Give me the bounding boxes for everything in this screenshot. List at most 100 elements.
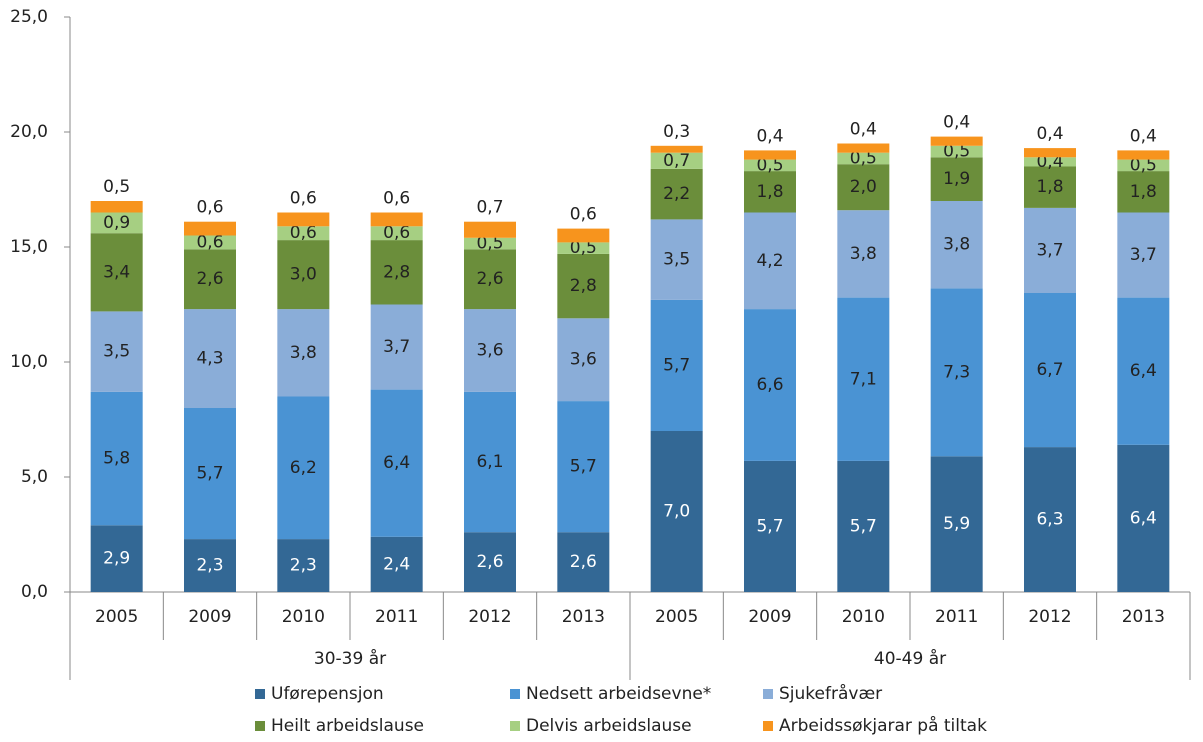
x-tick-label: 2011 [935, 607, 978, 627]
data-label: 5,9 [943, 514, 970, 534]
data-label: 0,7 [476, 198, 503, 218]
bar-segment [1117, 297, 1170, 445]
bar-segment [930, 136, 983, 146]
bar-segment [277, 539, 330, 592]
legend-swatch [510, 689, 520, 699]
bar-segment [557, 228, 610, 243]
data-label: 1,8 [1130, 182, 1157, 202]
data-label: 0,4 [943, 113, 970, 133]
data-label: 2,4 [383, 554, 410, 574]
data-label: 0,4 [1130, 126, 1157, 146]
bar-segment [370, 212, 423, 227]
data-label: 3,7 [383, 337, 410, 357]
data-label: 0,6 [196, 198, 223, 218]
data-label: 6,4 [1130, 361, 1157, 381]
data-label: 0,5 [756, 155, 783, 175]
data-label: 0,5 [943, 142, 970, 162]
bar-segment [277, 240, 330, 310]
bar-segment [557, 318, 610, 402]
bar-segment [837, 143, 890, 153]
bar-segment [370, 304, 423, 390]
bar-segment [650, 431, 703, 592]
bar-segment [370, 389, 423, 537]
y-tick-label: 0,0 [21, 582, 48, 602]
bar-segment [1117, 159, 1170, 172]
data-label: 2,6 [196, 269, 223, 289]
bar-segment [744, 309, 796, 461]
bar-segment [370, 240, 423, 305]
y-tick-label: 5,0 [21, 467, 48, 487]
data-label: 0,6 [290, 189, 317, 209]
data-label: 1,9 [943, 169, 970, 189]
data-label: 0,9 [103, 213, 130, 233]
bar-segment [277, 309, 330, 397]
bar-segment [1117, 171, 1170, 213]
bar-segment [184, 309, 236, 408]
data-label: 0,6 [196, 232, 223, 252]
bar-segment [837, 152, 890, 165]
data-label: 3,5 [103, 342, 130, 362]
data-label: 0,5 [850, 148, 877, 168]
data-label: 0,4 [756, 126, 783, 146]
legend-swatch [763, 721, 773, 731]
bar-segment [1024, 148, 1076, 158]
data-label: 7,0 [663, 502, 690, 522]
bar-segment [557, 401, 610, 533]
data-label: 2,3 [196, 556, 223, 576]
bar-segment [1024, 447, 1076, 592]
bar-segment [557, 242, 610, 254]
legend-label: Sjukefråvær [779, 683, 882, 704]
x-tick-label: 2005 [655, 607, 698, 627]
group-label: 40-49 år [874, 648, 946, 669]
data-label: 1,8 [756, 182, 783, 202]
data-label: 2,8 [383, 262, 410, 282]
data-label: 0,4 [1036, 124, 1063, 144]
bar-segment [744, 171, 796, 213]
bar-segment [464, 221, 516, 238]
bar-segment [90, 212, 143, 234]
bar-segment [557, 253, 610, 319]
bar-segment [930, 201, 983, 289]
legend-label: Uførepensjon [271, 684, 384, 704]
bar-segment [90, 233, 143, 312]
bar-segment [930, 288, 983, 457]
bar-segment [744, 460, 796, 592]
data-label: 3,4 [103, 262, 130, 282]
bar-segment [184, 221, 236, 236]
bar-segment [90, 311, 143, 392]
data-label: 0,6 [383, 223, 410, 243]
bar-segment [557, 532, 610, 592]
x-tick-label: 2010 [282, 607, 325, 627]
bar-segment [184, 539, 236, 592]
y-tick-label: 10,0 [10, 352, 48, 372]
data-label: 4,2 [756, 251, 783, 271]
data-label: 2,6 [476, 269, 503, 289]
legend-swatch [510, 721, 520, 731]
data-label: 3,8 [850, 244, 877, 264]
x-tick-label: 2009 [188, 607, 231, 627]
bar-segment [184, 408, 236, 540]
bar-segment [277, 226, 330, 241]
bar-segment [1024, 293, 1076, 448]
data-label: 5,7 [663, 355, 690, 375]
data-label: 7,1 [850, 369, 877, 389]
bar-segment [1024, 207, 1076, 293]
bar-segment [930, 145, 983, 158]
bar-segment [370, 536, 423, 592]
data-label: 0,7 [663, 151, 690, 171]
bar-segment [650, 299, 703, 431]
data-label: 2,3 [290, 556, 317, 576]
data-label: 3,8 [290, 343, 317, 363]
bar-segment [464, 391, 516, 533]
data-label: 0,6 [290, 223, 317, 243]
data-label: 2,8 [570, 276, 597, 296]
data-label: 0,5 [1130, 155, 1157, 175]
bar-segment [90, 391, 143, 526]
bar-segment [90, 525, 143, 592]
bar-segment [650, 168, 703, 220]
group-label: 30-39 år [314, 648, 386, 669]
data-label: 1,8 [1036, 177, 1063, 197]
data-label: 4,3 [196, 349, 223, 369]
y-tick-label: 15,0 [10, 237, 48, 257]
data-label: 5,8 [103, 449, 130, 469]
